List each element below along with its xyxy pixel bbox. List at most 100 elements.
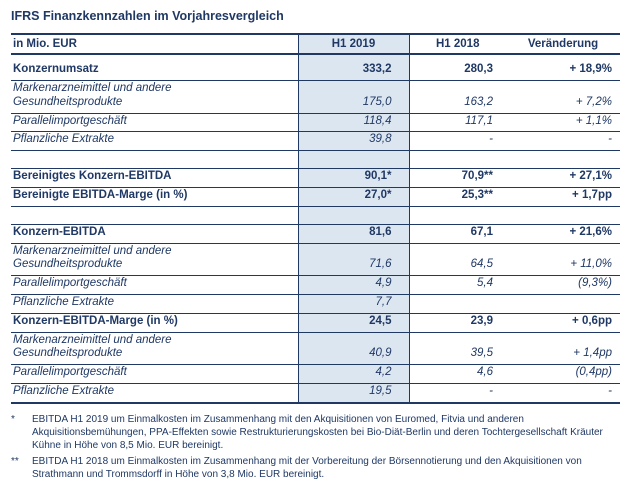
spacer-cell <box>11 151 298 169</box>
row-label: Markenarzneimittel und andere Gesundheit… <box>11 81 298 114</box>
row-label: Konzern-EBITDA <box>11 224 298 243</box>
value-h1-2019: 175,0 <box>297 80 410 114</box>
spacer-cell <box>297 150 410 169</box>
table-row: Parallelimportgeschäft 4,2 4,6 (0,4pp) <box>11 364 620 384</box>
row-label: Pflanzliche Extrakte <box>11 132 298 151</box>
row-label: Konzern-EBITDA-Marge (in %) <box>11 313 298 332</box>
value-change: (0,4pp) <box>575 366 612 379</box>
table-row: Konzernumsatz 333,2 280,3 + 18,9% <box>11 54 620 81</box>
value-h1-2018: 23,9 <box>470 314 493 327</box>
row-label-text: Konzern-EBITDA <box>13 225 106 238</box>
value-h1-2019: 4,2 <box>297 364 410 384</box>
page-title: IFRS Finanzkennzahlen im Vorjahresvergle… <box>11 9 284 23</box>
row-label: Bereinigte EBITDA-Marge (in %) <box>11 187 298 206</box>
row-label-text: Konzern-EBITDA-Marge (in %) <box>13 314 178 327</box>
value-change: + 21,6% <box>569 225 612 238</box>
footnote-text: EBITDA H1 2018 um Einmalkosten im Zusamm… <box>32 455 582 480</box>
value-h1-2018: 117,1 <box>465 114 493 127</box>
row-label: Parallelimportgeschäft <box>11 276 298 295</box>
value-h1-2018: 4,6 <box>477 366 493 379</box>
spacer-cell <box>297 206 410 225</box>
row-label-text: Markenarzneimittel und andere Gesundheit… <box>13 244 172 271</box>
value-h1-2019: 40,9 <box>297 332 410 365</box>
value-change: + 7,2% <box>575 95 612 108</box>
table-row: Markenarzneimittel und andere Gesundheit… <box>11 332 620 365</box>
row-label: Konzernumsatz <box>11 54 298 81</box>
spacer-cell <box>409 151 506 169</box>
value-change: + 27,1% <box>569 170 612 183</box>
table-row: Markenarzneimittel und andere Gesundheit… <box>11 243 620 276</box>
value-h1-2019: 81,6 <box>297 224 410 244</box>
value-h1-2018: 64,5 <box>470 258 493 271</box>
table-row: Bereinigte EBITDA-Marge (in %) 27,0* 25,3*… <box>11 187 620 207</box>
value-h1-2019: 39,8 <box>297 131 410 151</box>
spacer-cell <box>506 151 620 169</box>
value-h1-2018: - <box>489 384 493 397</box>
spacer-row <box>11 150 620 169</box>
table-row: Markenarzneimittel und andere Gesundheit… <box>11 80 620 114</box>
value-h1-2019: 118,4 <box>297 113 410 132</box>
value-h1-2018: - <box>489 133 493 146</box>
value-h1-2018: 5,4 <box>477 277 493 290</box>
value-change: (9,3%) <box>578 277 612 290</box>
value-h1-2018: 163,2 <box>464 95 493 108</box>
value-h1-2019: 333,2 <box>297 54 410 81</box>
value-h1-2019: 7,7 <box>297 294 410 314</box>
row-label-text: Bereinigtes Konzern-EBITDA <box>13 170 172 183</box>
row-label-text: Pflanzliche Extrakte <box>13 133 114 146</box>
col-header-h1-2018: H1 2018 <box>436 38 480 50</box>
row-label: Pflanzliche Extrakte <box>11 383 298 402</box>
value-h1-2019: 24,5 <box>297 313 410 333</box>
value-h1-2018: 280,3 <box>464 63 493 76</box>
table-header-row: in Mio. EUR H1 2019 H1 2018 Veränderung <box>11 34 620 54</box>
row-label-text: Pflanzliche Extrakte <box>13 295 114 308</box>
row-label-text: Parallelimportgeschäft <box>13 114 127 127</box>
row-label-text: Parallelimportgeschäft <box>13 366 127 379</box>
table-body: Konzernumsatz 333,2 280,3 + 18,9% Markenarzn… <box>11 54 620 403</box>
value-h1-2018: 39,5 <box>470 347 493 360</box>
value-h1-2019: 90,1* <box>297 168 410 188</box>
value-h1-2019: 4,9 <box>297 275 410 295</box>
value-change: + 18,9% <box>569 63 612 76</box>
table-row: Pflanzliche Extrakte 19,5 - - <box>11 383 620 403</box>
spacer-cell <box>506 206 620 224</box>
value-h1-2018: 67,1 <box>470 225 493 238</box>
footnote: ** EBITDA H1 2018 um Einmalkosten im Zusa… <box>11 455 620 481</box>
footnote-marker: ** <box>11 455 19 467</box>
value-h1-2018: 25,3** <box>461 188 493 201</box>
footnote-marker: * <box>11 413 15 425</box>
value-h1-2019: 19,5 <box>297 383 410 403</box>
value-h1-2019: 27,0* <box>297 187 410 207</box>
col-header-unit: in Mio. EUR <box>13 38 77 50</box>
table-row: Pflanzliche Extrakte 39,8 - - <box>11 131 620 151</box>
row-label: Parallelimportgeschäft <box>11 113 298 132</box>
footnote: * EBITDA H1 2019 um Einmalkosten im Zusam… <box>11 413 620 452</box>
value-change: - <box>608 133 612 146</box>
table-row: Konzern-EBITDA-Marge (in %) 24,5 23,9 + 0,6… <box>11 313 620 333</box>
row-label-text: Bereinigte EBITDA-Marge (in %) <box>13 188 188 201</box>
row-label-text: Parallelimportgeschäft <box>13 277 127 290</box>
table-row: Pflanzliche Extrakte 7,7 <box>11 294 620 314</box>
spacer-row <box>11 206 620 225</box>
value-h1-2018: 70,9** <box>461 170 493 183</box>
footnotes: * EBITDA H1 2019 um Einmalkosten im Zusam… <box>11 413 620 481</box>
table-row: Bereinigtes Konzern-EBITDA 90,1* 70,9** + 2… <box>11 168 620 188</box>
row-label: Bereinigtes Konzern-EBITDA <box>11 169 298 188</box>
col-header-h1-2019: H1 2019 <box>297 34 410 54</box>
row-label: Pflanzliche Extrakte <box>11 294 298 313</box>
row-label-text: Konzernumsatz <box>13 63 99 76</box>
value-h1-2019: 71,6 <box>297 243 410 276</box>
table-row: Parallelimportgeschäft 118,4 117,1 + 1,1% <box>11 113 620 132</box>
value-change: + 11,0% <box>570 258 612 271</box>
table-row: Parallelimportgeschäft 4,9 5,4 (9,3%) <box>11 275 620 295</box>
spacer-cell <box>11 206 298 224</box>
row-label-text: Markenarzneimittel und andere Gesundheit… <box>13 82 172 108</box>
row-label: Markenarzneimittel und andere Gesundheit… <box>11 332 298 365</box>
financial-kpi-table: in Mio. EUR H1 2019 H1 2018 Veränderung … <box>11 33 620 404</box>
footnote-text: EBITDA H1 2019 um Einmalkosten im Zusamm… <box>32 413 603 451</box>
value-h1-2018 <box>409 294 506 313</box>
value-change: + 0,6pp <box>572 314 612 327</box>
row-label: Markenarzneimittel und andere Gesundheit… <box>11 243 298 276</box>
row-label: Parallelimportgeschäft <box>11 365 298 384</box>
